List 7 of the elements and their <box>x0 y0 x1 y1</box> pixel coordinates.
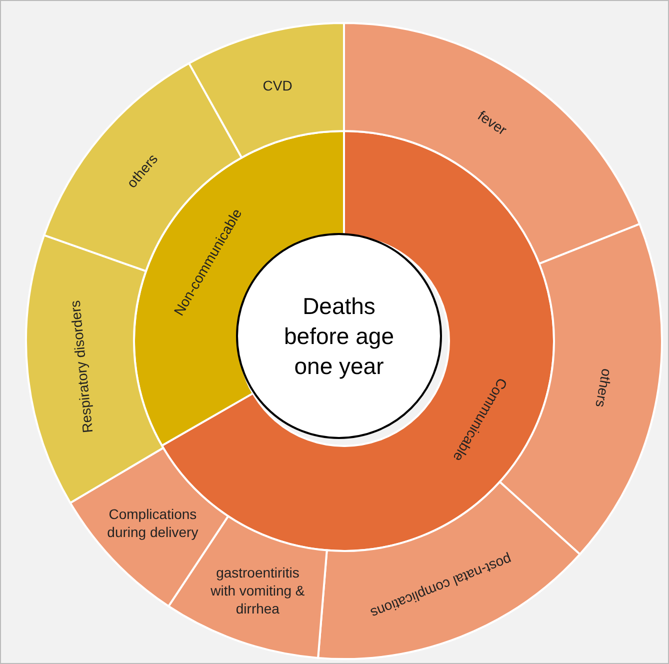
slice-label: CVD <box>262 77 292 94</box>
slice-label: others <box>592 367 616 409</box>
slice-label: gastroentiritis with vomiting & dirrhea <box>210 564 306 616</box>
slice-label: fever <box>475 107 510 138</box>
text: Deaths before age one year <box>284 292 394 381</box>
slice-label: Complications during delivery <box>107 506 198 540</box>
slice-label: Respiratory disorders <box>66 300 96 434</box>
